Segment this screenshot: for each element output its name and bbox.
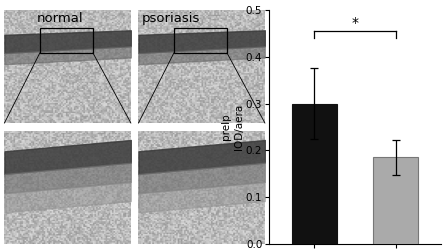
Text: normal: normal: [36, 12, 83, 25]
Bar: [40, 28, 93, 53]
Y-axis label: prelp
IOD/aera: prelp IOD/aera: [221, 104, 245, 150]
Text: psoriasis: psoriasis: [141, 12, 200, 25]
Bar: [174, 28, 227, 53]
Bar: [291, 104, 337, 244]
Text: *: *: [351, 16, 358, 30]
Bar: [373, 157, 418, 244]
